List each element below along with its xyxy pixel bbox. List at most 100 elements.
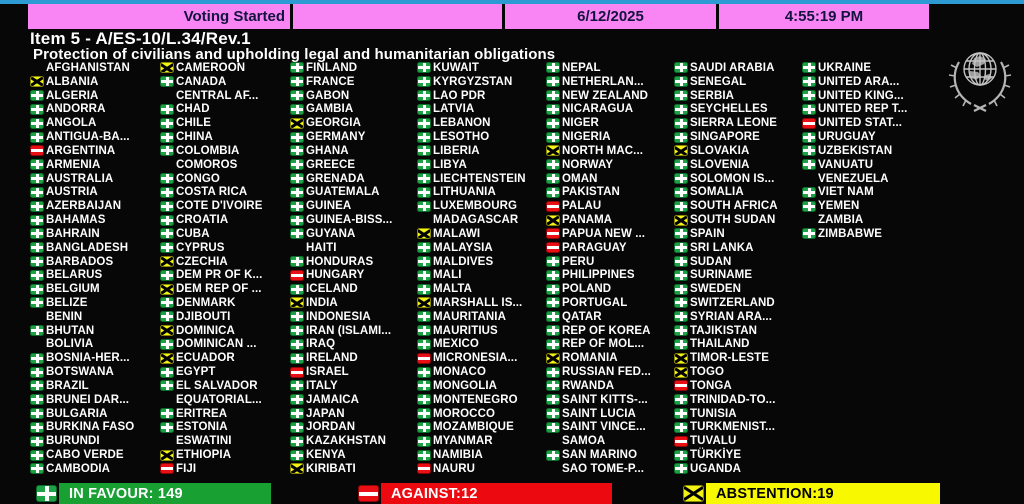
country-label: MOZAMBIQUE: [433, 421, 514, 434]
country-item: MADAGASCAR: [417, 213, 526, 227]
country-item: DJIBOUTI: [160, 310, 262, 324]
country-item: BAHRAIN: [30, 227, 134, 241]
country-label: KIRIBATI: [306, 462, 356, 475]
vote-yes-icon: [546, 62, 560, 74]
country-item: HUNGARY: [290, 268, 392, 282]
vote-yes-icon: [674, 159, 688, 171]
country-item: SWITZERLAND: [674, 296, 778, 310]
country-label: ANDORRA: [46, 103, 106, 116]
vote-yes-icon: [30, 214, 44, 226]
country-label: SERBIA: [690, 89, 735, 102]
country-label: GUYANA: [306, 227, 356, 240]
vote-yes-icon: [674, 256, 688, 267]
country-label: NEW ZEALAND: [562, 89, 649, 102]
country-label: MADAGASCAR: [433, 214, 519, 227]
country-item: TOGO: [674, 365, 778, 379]
vote-abstain-icon: [160, 283, 174, 295]
country-label: SINGAPORE: [690, 131, 760, 144]
country-item: UKRAINE: [802, 61, 907, 75]
vote-yes-icon: [546, 90, 560, 102]
vote-yes-icon: [802, 228, 816, 240]
header-blank-box: [293, 4, 502, 29]
vote-yes-icon: [30, 449, 44, 461]
country-label: ALBANIA: [46, 75, 99, 88]
country-item: UGANDA: [674, 462, 778, 476]
country-label: ANTIGUA-BA...: [46, 131, 130, 144]
country-item: ALGERIA: [30, 89, 134, 103]
country-item: BENIN: [30, 310, 134, 324]
country-label: PARAGUAY: [562, 241, 627, 254]
country-label: CHINA: [176, 131, 213, 144]
country-item: LEBANON: [417, 116, 526, 130]
country-item: NIGERIA: [546, 130, 651, 144]
country-label: CYPRUS: [176, 241, 225, 254]
vote-yes-icon: [417, 325, 431, 337]
country-label: CHAD: [176, 103, 210, 116]
country-item: NIGER: [546, 116, 651, 130]
country-label: GUATEMALA: [306, 186, 380, 199]
country-item: DOMINICA: [160, 324, 262, 338]
country-item: GHANA: [290, 144, 392, 158]
country-item: COSTA RICA: [160, 185, 262, 199]
country-item: LATVIA: [417, 102, 526, 116]
vote-no-icon: [160, 463, 174, 475]
country-item: PANAMA: [546, 213, 651, 227]
country-label: ISRAEL: [306, 366, 349, 379]
country-item: UNITED REP T...: [802, 102, 907, 116]
vote-abstain-icon: [674, 214, 688, 226]
country-label: SAINT LUCIA: [562, 407, 636, 420]
vote-yes-icon: [674, 311, 688, 323]
country-item: TAJIKISTAN: [674, 324, 778, 338]
country-label: DJIBOUTI: [176, 310, 231, 323]
country-label: AZERBAIJAN: [46, 200, 122, 213]
vote-abstain-icon: [417, 228, 431, 240]
agenda-item-title: Item 5 - A/ES-10/L.34/Rev.1: [30, 29, 251, 48]
board-column: CAMEROON CANADA CENTRAL AF... CHAD CHILE CHIN…: [160, 61, 262, 476]
vote-abstain-icon: [546, 214, 560, 226]
country-item: SAINT VINCE...: [546, 421, 651, 435]
country-item: COMOROS: [160, 158, 262, 172]
vote-yes-icon: [674, 449, 688, 461]
country-label: CUBA: [176, 227, 210, 240]
vote-yes-icon: [160, 421, 174, 433]
country-item: TONGA: [674, 379, 778, 393]
country-item: LITHUANIA: [417, 185, 526, 199]
country-label: DOMINICAN ...: [176, 338, 257, 351]
country-item: MAURITANIA: [417, 310, 526, 324]
country-label: LIBYA: [433, 158, 467, 171]
country-item: GABON: [290, 89, 392, 103]
country-label: PORTUGAL: [562, 296, 628, 309]
vote-yes-icon: [546, 338, 560, 350]
country-item: DEM REP OF ...: [160, 282, 262, 296]
country-item: LIECHTENSTEIN: [417, 172, 526, 186]
country-label: SUDAN: [690, 255, 732, 268]
country-item: MYANMAR: [417, 434, 526, 448]
country-label: MARSHALL IS...: [433, 296, 523, 309]
country-item: GUATEMALA: [290, 185, 392, 199]
country-item: CANADA: [160, 75, 262, 89]
country-label: UNITED KING...: [818, 89, 904, 102]
country-label: GREECE: [306, 158, 356, 171]
country-item: ESWATINI: [160, 434, 262, 448]
legend-in-favour: IN FAVOUR: 149: [59, 483, 271, 504]
country-label: SOUTH SUDAN: [690, 214, 776, 227]
country-item: RWANDA: [546, 379, 651, 393]
country-label: IRAQ: [306, 338, 336, 351]
vote-yes-icon: [30, 394, 44, 406]
country-label: BHUTAN: [46, 324, 95, 337]
country-label: CONGO: [176, 172, 220, 185]
country-item: EL SALVADOR: [160, 379, 262, 393]
country-item: PHILIPPINES: [546, 268, 651, 282]
country-label: ANGOLA: [46, 117, 97, 130]
country-label: SENEGAL: [690, 75, 747, 88]
vote-yes-icon: [802, 186, 816, 198]
vote-yes-icon: [160, 297, 174, 309]
country-item: ICELAND: [290, 282, 392, 296]
vote-yes-icon: [417, 256, 431, 267]
country-label: ETHIOPIA: [176, 449, 232, 462]
country-label: LIBERIA: [433, 144, 480, 157]
vote-yes-icon: [290, 76, 304, 88]
country-label: JAPAN: [306, 407, 345, 420]
vote-yes-icon: [290, 173, 304, 185]
country-item: PALAU: [546, 199, 651, 213]
